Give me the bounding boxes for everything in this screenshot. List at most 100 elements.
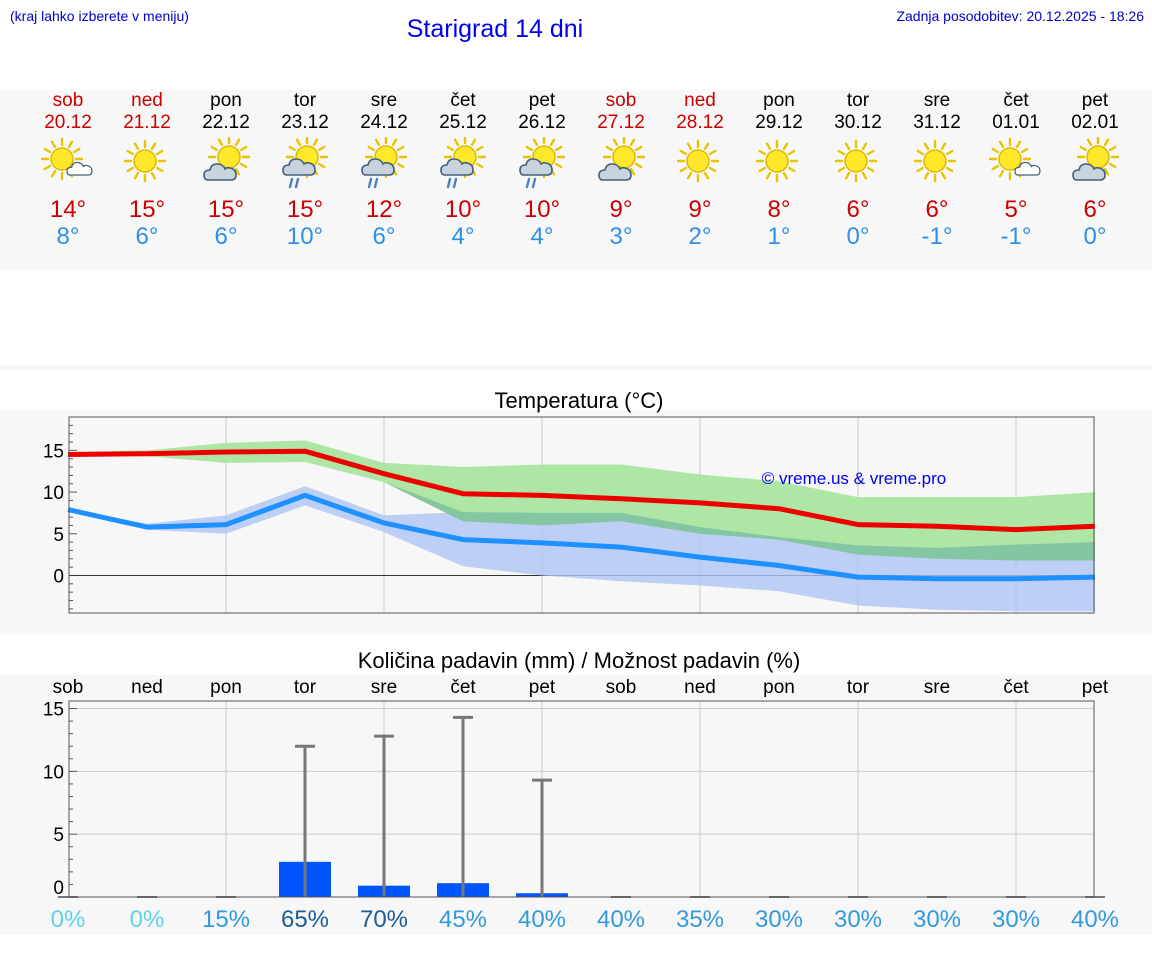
day-name: tor xyxy=(293,90,317,111)
sun-cloud-icon xyxy=(33,134,103,196)
precipitation-probability: 15% xyxy=(202,906,250,933)
precipitation-day-label: čet xyxy=(1003,677,1029,698)
min-temperature: 10° xyxy=(286,223,324,250)
min-temperature-line xyxy=(67,492,1096,582)
precipitation-probability: 30% xyxy=(834,906,882,933)
max-temperature: 15° xyxy=(286,196,324,223)
day-column: ned 21.12 15° 6° xyxy=(112,90,182,250)
sun-icon xyxy=(902,134,972,196)
day-name: čet xyxy=(450,90,476,111)
precipitation-day-label: sob xyxy=(606,677,637,698)
day-column: sre 24.12 12° 6° xyxy=(349,90,419,250)
y-tick-label: 15 xyxy=(43,700,64,721)
max-temperature: 8° xyxy=(767,196,791,223)
page-title: Starigrad 14 dni xyxy=(406,15,584,43)
precipitation-day-label: pet xyxy=(529,677,556,698)
day-date: 22.12 xyxy=(202,112,250,133)
day-date: 02.01 xyxy=(1071,112,1119,133)
day-column: tor 23.12 15° 10° xyxy=(270,90,340,250)
max-temperature: 9° xyxy=(609,196,633,223)
day-date: 01.01 xyxy=(992,112,1040,133)
day-column: pon 22.12 15° 6° xyxy=(191,90,261,250)
precipitation-probability: 30% xyxy=(755,906,803,933)
day-column: sre 31.12 6° -1° xyxy=(902,90,972,250)
max-temperature: 9° xyxy=(688,196,712,223)
day-date: 21.12 xyxy=(123,112,171,133)
day-name: sre xyxy=(370,90,398,111)
sun-icon xyxy=(665,134,735,196)
precipitation-plot-area xyxy=(69,701,1094,897)
precipitation-probability: 45% xyxy=(439,906,487,933)
y-tick-label: 15 xyxy=(43,441,64,462)
min-temperature: -1° xyxy=(921,223,953,250)
precipitation-probability: 70% xyxy=(360,906,408,933)
min-temperature: 0° xyxy=(1083,223,1107,250)
day-column: ned 28.12 9° 2° xyxy=(665,90,735,250)
min-temperature: 2° xyxy=(688,223,712,250)
cloud-sun-icon xyxy=(1060,134,1130,196)
separator xyxy=(0,365,1152,370)
y-tick-label: 5 xyxy=(53,825,64,846)
y-tick-label: 10 xyxy=(43,762,64,783)
max-temperature: 15° xyxy=(128,196,166,223)
overlap-band xyxy=(68,454,1095,561)
max-temperature: 6° xyxy=(1083,196,1107,223)
y-tick-label: 0 xyxy=(53,878,64,899)
precipitation-probability: 65% xyxy=(281,906,329,933)
sun-cloud-rain-icon xyxy=(428,134,498,196)
day-name: pet xyxy=(1081,90,1109,111)
precipitation-probability: 40% xyxy=(1071,906,1119,933)
day-date: 20.12 xyxy=(44,112,92,133)
min-range-band xyxy=(68,486,1095,612)
copyright-watermark: © vreme.us & vreme.pro xyxy=(762,469,946,488)
precipitation-day-label: sre xyxy=(924,677,950,698)
sun-icon xyxy=(112,134,182,196)
day-name: sre xyxy=(923,90,951,111)
day-date: 26.12 xyxy=(518,112,566,133)
day-date: 31.12 xyxy=(913,112,961,133)
day-column: tor 30.12 6° 0° xyxy=(823,90,893,250)
min-temperature: 0° xyxy=(846,223,870,250)
precipitation-probability: 35% xyxy=(676,906,724,933)
forecast-strip xyxy=(0,90,1152,270)
min-temperature: 8° xyxy=(56,223,80,250)
day-column: sob 27.12 9° 3° xyxy=(586,90,656,250)
min-temperature: 3° xyxy=(609,223,633,250)
min-temperature: 6° xyxy=(372,223,396,250)
precipitation-day-label: tor xyxy=(847,677,870,698)
precipitation-day-label: pet xyxy=(1082,677,1109,698)
location-hint: (kraj lahko izberete v meniju) xyxy=(10,8,189,24)
day-name: pon xyxy=(763,90,795,111)
day-name: ned xyxy=(684,90,716,111)
y-tick-label: 0 xyxy=(53,566,64,587)
day-column: pet 02.01 6° 0° xyxy=(1060,90,1130,250)
precipitation-probability: 0% xyxy=(51,906,86,933)
max-temperature: 12° xyxy=(365,196,403,223)
day-column: pon 29.12 8° 1° xyxy=(744,90,814,250)
precipitation-day-label: ned xyxy=(684,677,716,698)
sun-cloud-rain-icon xyxy=(270,134,340,196)
day-name: sob xyxy=(52,90,84,111)
sun-icon xyxy=(823,134,893,196)
precipitation-probability: 40% xyxy=(597,906,645,933)
max-temperature: 5° xyxy=(1004,196,1028,223)
precipitation-day-label: pon xyxy=(210,677,242,698)
precipitation-day-label: sob xyxy=(53,677,84,698)
day-date: 25.12 xyxy=(439,112,487,133)
day-column: sob 20.12 14° 8° xyxy=(33,90,103,250)
min-temperature: 1° xyxy=(767,223,791,250)
precipitation-probability: 40% xyxy=(518,906,566,933)
min-temperature: -1° xyxy=(1000,223,1032,250)
day-name: sob xyxy=(605,90,637,111)
day-date: 29.12 xyxy=(755,112,803,133)
sun-cloud-rain-icon xyxy=(349,134,419,196)
sun-cloud-rain-icon xyxy=(507,134,577,196)
precipitation-plot-frame xyxy=(68,700,1095,898)
sun-cloud-icon xyxy=(981,134,1051,196)
precipitation-probability: 0% xyxy=(130,906,165,933)
cloud-sun-icon xyxy=(586,134,656,196)
max-range-band xyxy=(68,440,1095,561)
min-temperature: 4° xyxy=(530,223,554,250)
temperature-plot-frame xyxy=(68,416,1095,614)
day-date: 27.12 xyxy=(597,112,645,133)
